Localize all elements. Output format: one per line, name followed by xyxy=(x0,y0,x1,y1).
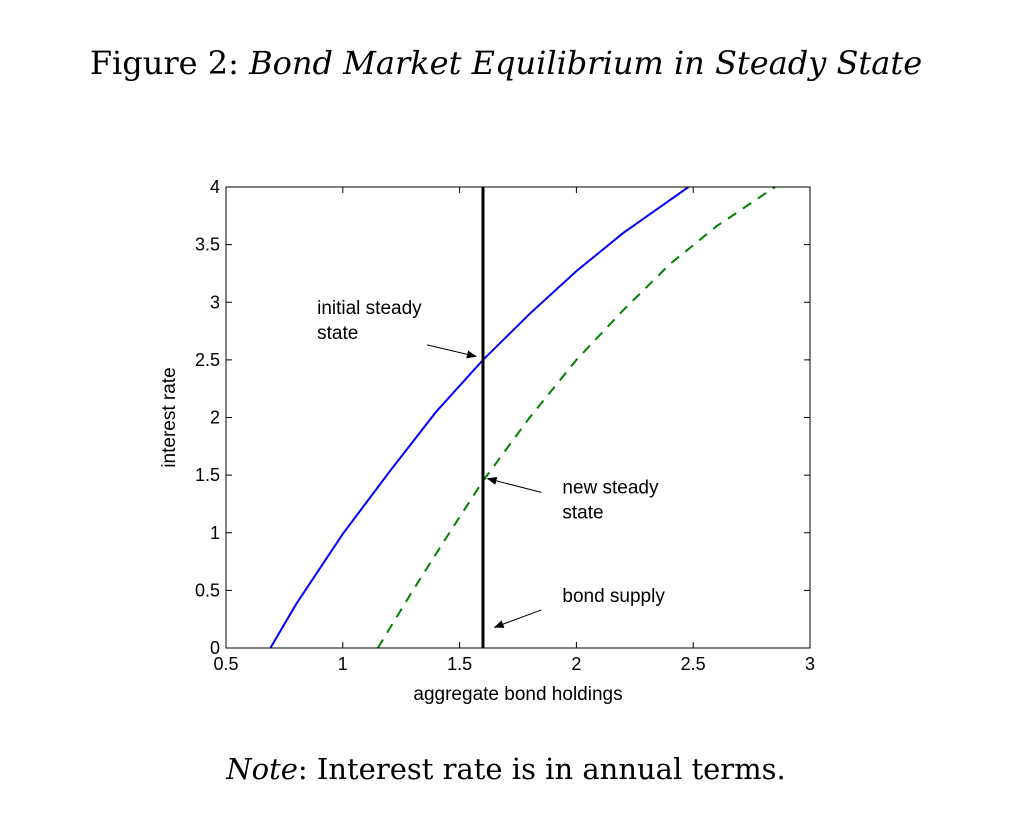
y-tick-label: 3 xyxy=(210,292,220,312)
x-tick-label: 2 xyxy=(571,654,581,674)
ticks-layer: 0.5 1 1.5 2 2.5 300.511.522.533.54 xyxy=(195,177,815,674)
annotation-2-arrow xyxy=(486,476,542,493)
series-line-2 xyxy=(376,186,776,649)
note-label: Note xyxy=(226,752,298,786)
y-tick-label: 4 xyxy=(210,177,220,197)
annotation-line: new steady xyxy=(562,478,659,499)
note-text: : Interest rate is in annual terms. xyxy=(297,752,786,786)
y-tick-label: 1 xyxy=(210,523,220,543)
annotation-line: bond supply xyxy=(562,586,665,607)
y-tick-label: 1.5 xyxy=(195,465,220,485)
x-axis-label: aggregate bond holdings xyxy=(413,684,622,705)
y-tick-label: 0.5 xyxy=(195,580,220,600)
annotation-line: state xyxy=(317,323,358,344)
y-tick-label: 3.5 xyxy=(195,235,220,255)
series-line-1 xyxy=(269,186,690,649)
annotation-line: state xyxy=(562,503,603,524)
y-axis-label: interest rate xyxy=(159,367,180,467)
y-tick-label: 0 xyxy=(210,638,220,658)
figure-title: Figure 2: Bond Market Equilibrium in Ste… xyxy=(0,44,1012,82)
annotation-1-arrow xyxy=(426,344,477,359)
x-tick-label: 2.5 xyxy=(681,654,706,674)
x-tick-label: 1 xyxy=(338,654,348,674)
annotation-line: initial steady xyxy=(317,298,422,319)
annotation-layer: initial steady state new steady state bond s… xyxy=(317,298,665,628)
annotation-2-text: new steady state xyxy=(562,478,659,524)
annotation-3-arrow xyxy=(493,609,542,628)
series-layer xyxy=(269,186,776,649)
figure-title-text: Bond Market Equilibrium in Steady State xyxy=(249,44,923,82)
x-tick-label: 1.5 xyxy=(447,654,472,674)
y-tick-label: 2 xyxy=(210,408,220,428)
figure-note: Note: Interest rate is in annual terms. xyxy=(0,752,1012,786)
annotation-1-text: initial steady state xyxy=(317,298,422,344)
figure-number: Figure 2: xyxy=(89,44,239,82)
x-tick-label: 3 xyxy=(805,654,815,674)
y-tick-label: 2.5 xyxy=(195,350,220,370)
annotation-3-text: bond supply xyxy=(562,586,665,607)
x-tick-label: 0.5 xyxy=(213,654,238,674)
